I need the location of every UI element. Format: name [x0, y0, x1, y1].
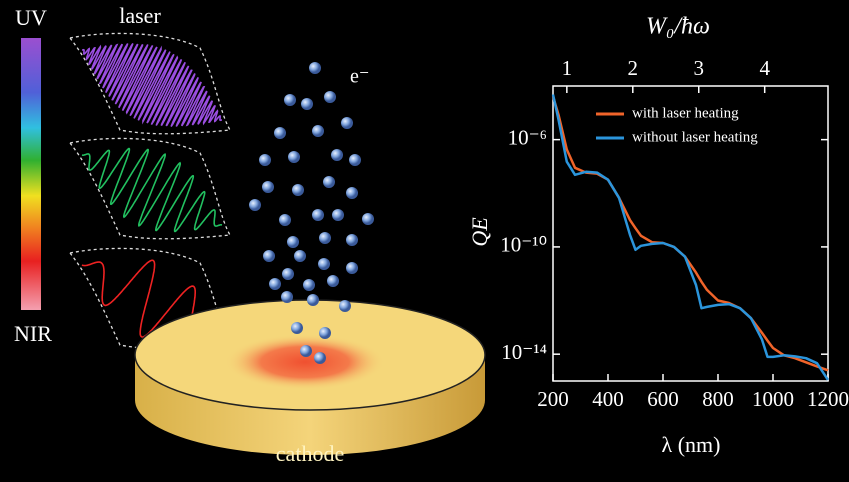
electron — [309, 62, 321, 74]
electron — [312, 125, 324, 137]
x-tick-label: 600 — [647, 387, 679, 411]
cathode — [135, 300, 485, 455]
y-tick-label: 10⁻¹⁴ — [501, 340, 547, 364]
electron — [346, 234, 358, 246]
legend-label: with laser heating — [632, 105, 739, 121]
x-tick-label: 200 — [537, 387, 569, 411]
electron — [323, 176, 335, 188]
x2-tick-label: 1 — [562, 56, 573, 80]
x-axis-title: λ (nm) — [662, 432, 721, 457]
spectrum-bar — [21, 38, 41, 310]
electron — [307, 294, 319, 306]
electron — [287, 236, 299, 248]
electron-label: e⁻ — [350, 66, 369, 88]
x2-tick-label: 2 — [628, 56, 639, 80]
legend-label: without laser heating — [632, 129, 758, 145]
electron — [346, 262, 358, 274]
electron — [332, 209, 344, 221]
page: UV NIR laser cathode e⁻ λ (nm) W₀/ħω QE … — [0, 0, 849, 482]
electron — [284, 94, 296, 106]
electron — [300, 345, 312, 357]
electron — [282, 268, 294, 280]
heated-spot — [225, 334, 385, 390]
electron — [319, 327, 331, 339]
x-tick-label: 800 — [702, 387, 734, 411]
electron — [294, 250, 306, 262]
electron — [324, 91, 336, 103]
y-tick-label: 10⁻¹⁰ — [500, 233, 547, 257]
x2-tick-label: 3 — [693, 56, 704, 80]
electron — [274, 127, 286, 139]
electron — [288, 151, 300, 163]
electron — [292, 184, 304, 196]
electron — [303, 279, 315, 291]
electron — [314, 352, 326, 364]
electron — [339, 300, 351, 312]
electron — [349, 154, 361, 166]
x2-axis-title: W₀/ħω — [646, 14, 710, 40]
electron — [301, 98, 313, 110]
electron — [249, 199, 261, 211]
electron — [312, 209, 324, 221]
x-tick-label: 1200 — [807, 387, 849, 411]
electron — [262, 181, 274, 193]
electron — [281, 291, 293, 303]
y-tick-label: 10⁻⁶ — [508, 125, 547, 149]
electron — [318, 258, 330, 270]
electron — [346, 187, 358, 199]
y-axis-title: QE — [467, 217, 492, 247]
electron — [319, 232, 331, 244]
x-tick-label: 1000 — [752, 387, 794, 411]
electron — [279, 214, 291, 226]
electron — [327, 275, 339, 287]
cathode-label: cathode — [276, 441, 344, 466]
laser-label: laser — [119, 3, 161, 28]
x-tick-label: 400 — [592, 387, 624, 411]
x2-tick-label: 4 — [759, 56, 770, 80]
electron — [259, 154, 271, 166]
figure: UV NIR laser cathode e⁻ λ (nm) W₀/ħω QE … — [0, 0, 849, 482]
electron — [362, 213, 374, 225]
electron — [269, 278, 281, 290]
uv-label: UV — [15, 5, 47, 30]
electron — [341, 117, 353, 129]
electron — [263, 250, 275, 262]
electron — [291, 322, 303, 334]
electron — [331, 149, 343, 161]
nir-label: NIR — [14, 321, 52, 346]
